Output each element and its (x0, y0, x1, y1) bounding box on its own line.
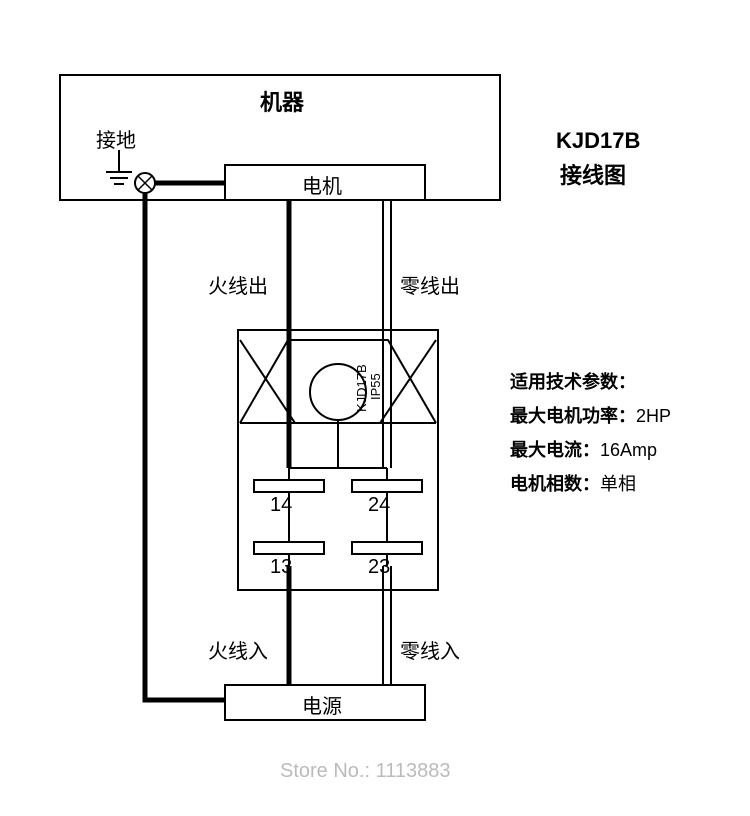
neutral-out-wire (383, 200, 391, 468)
machine-label: 机器 (260, 85, 304, 117)
ground-terminal (135, 173, 155, 193)
watermark-text: Store No.: 1113883 (280, 760, 451, 783)
specs-row3-label: 电机相数： (510, 474, 600, 494)
specs-header: 适用技术参数： (510, 368, 636, 394)
specs-row1: 最大电机功率：2HP (510, 402, 671, 428)
switch-ip-label: IP55 (368, 373, 383, 400)
title-line1: KJD17B (556, 128, 640, 154)
specs-row2: 最大电流：16Amp (510, 436, 657, 462)
motor-label: 电机 (302, 170, 342, 199)
specs-row3: 电机相数：单相 (510, 470, 636, 496)
terminal-14 (254, 468, 324, 492)
title-line2: 接线图 (560, 158, 626, 190)
switch-top (240, 340, 436, 423)
specs-row1-label: 最大电机功率： (510, 406, 636, 426)
neutral-in-label: 零线入 (400, 635, 460, 664)
power-label: 电源 (302, 690, 342, 719)
specs-row2-value: 16Amp (600, 440, 657, 460)
switch-model-label: KJD17B (354, 364, 369, 412)
neutral-in-wire (383, 566, 391, 685)
ground-symbol (106, 150, 132, 184)
terminal-24 (352, 468, 422, 492)
specs-row3-value: 单相 (600, 474, 636, 494)
ground-label: 接地 (96, 124, 136, 153)
terminal-14-label: 14 (270, 494, 292, 517)
neutral-out-label: 零线出 (400, 270, 460, 299)
live-in-label: 火线入 (208, 635, 268, 664)
terminal-24-label: 24 (368, 494, 390, 517)
specs-row2-label: 最大电流： (510, 440, 600, 460)
specs-row1-value: 2HP (636, 406, 671, 426)
terminal-13-label: 13 (270, 556, 292, 579)
live-out-label: 火线出 (208, 270, 268, 299)
terminal-23-label: 23 (368, 556, 390, 579)
